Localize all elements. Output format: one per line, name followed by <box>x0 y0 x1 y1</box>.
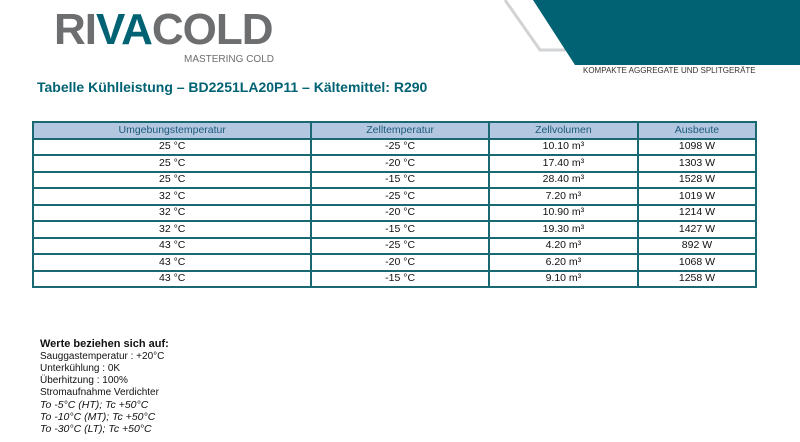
table-cell: 4.20 m³ <box>487 236 639 255</box>
header-decoration <box>503 0 800 65</box>
table-cell: -15 °C <box>310 269 490 288</box>
cooling-capacity-table: Umgebungstemperatur Zelltemperatur Zellvol… <box>31 121 758 288</box>
note-line: Überhitzung : 100% <box>40 375 128 386</box>
table-row: 25 °C -20 °C 17.40 m³ 1303 W <box>31 154 758 173</box>
table-row: 25 °C -25 °C 10.10 m³ 1098 W <box>31 137 758 156</box>
table-cell: -25 °C <box>310 187 490 206</box>
table-cell: -15 °C <box>310 170 490 189</box>
table-cell: 25 °C <box>31 154 313 173</box>
table-cell: 17.40 m³ <box>487 154 639 173</box>
table-row: 43 °C -25 °C 4.20 m³ 892 W <box>31 236 758 255</box>
table-row: 25 °C -15 °C 28.40 m³ 1528 W <box>31 170 758 189</box>
table-cell: 9.10 m³ <box>487 269 639 288</box>
table-cell: 1019 W <box>636 187 758 206</box>
notes: Werte beziehen sich auf: Sauggastemperat… <box>40 338 169 435</box>
table-cell: 32 °C <box>31 203 313 222</box>
table-cell: -20 °C <box>310 253 490 272</box>
page-title: Tabelle Kühlleistung – BD2251LA20P11 – K… <box>37 79 428 95</box>
table-cell: 10.10 m³ <box>487 137 639 156</box>
table-cell: 10.90 m³ <box>487 203 639 222</box>
note-line: Unterkühlung : 0K <box>40 363 121 374</box>
notes-heading: Werte beziehen sich auf: <box>40 338 169 350</box>
column-header: Zellvolumen <box>487 121 639 140</box>
note-condition: To -30°C (LT); Tc +50°C <box>40 423 152 435</box>
table-cell: -25 °C <box>310 236 490 255</box>
table-cell: 43 °C <box>31 269 313 288</box>
table-cell: 43 °C <box>31 253 313 272</box>
table-cell: 32 °C <box>31 187 313 206</box>
column-header: Umgebungstemperatur <box>31 121 313 140</box>
logo-subtitle: MASTERING COLD <box>183 54 274 65</box>
column-header: Zelltemperatur <box>310 121 490 140</box>
table-cell: 1303 W <box>636 154 758 173</box>
table-cell: -15 °C <box>310 220 490 239</box>
table-cell: 19.30 m³ <box>487 220 639 239</box>
note-condition: To -10°C (MT); Tc +50°C <box>40 411 156 423</box>
table-cell: -20 °C <box>310 154 490 173</box>
logo-wordmark: RIVACOLD <box>54 5 274 54</box>
table-cell: 1068 W <box>636 253 758 272</box>
note-line: Stromaufnahme Verdichter <box>40 387 159 398</box>
table-row: 32 °C -20 °C 10.90 m³ 1214 W <box>31 203 758 222</box>
table-cell: 1258 W <box>636 269 758 288</box>
table-cell: 892 W <box>636 236 758 255</box>
table-cell: 1427 W <box>636 220 758 239</box>
table-cell: 1214 W <box>636 203 758 222</box>
header-row: Umgebungstemperatur Zelltemperatur Zellvol… <box>31 121 758 140</box>
rivacold-logo: RIVACOLD MASTERING COLD <box>54 5 274 66</box>
table-cell: 32 °C <box>31 220 313 239</box>
table-cell: -25 °C <box>310 137 490 156</box>
teal-banner <box>533 0 800 65</box>
table-cell: 25 °C <box>31 170 313 189</box>
table-cell: 1528 W <box>636 170 758 189</box>
tagline: KOMPAKTE AGGREGATE UND SPLITGERÄTE <box>583 66 756 75</box>
table-row: 43 °C -20 °C 6.20 m³ 1068 W <box>31 253 758 272</box>
table-cell: 7.20 m³ <box>487 187 639 206</box>
table-cell: 28.40 m³ <box>487 170 639 189</box>
table-row: 32 °C -15 °C 19.30 m³ 1427 W <box>31 220 758 239</box>
column-header: Ausbeute <box>636 121 758 140</box>
gray-accent-line <box>503 0 566 52</box>
table-cell: -20 °C <box>310 203 490 222</box>
table-row: 32 °C -25 °C 7.20 m³ 1019 W <box>31 187 758 206</box>
table-cell: 6.20 m³ <box>487 253 639 272</box>
table-row: 43 °C -15 °C 9.10 m³ 1258 W <box>31 269 758 288</box>
note-condition: To -5°C (HT); Tc +50°C <box>40 399 149 411</box>
table-cell: 1098 W <box>636 137 758 156</box>
note-line: Sauggastemperatur : +20°C <box>40 351 165 362</box>
table-cell: 25 °C <box>31 137 313 156</box>
table-cell: 43 °C <box>31 236 313 255</box>
